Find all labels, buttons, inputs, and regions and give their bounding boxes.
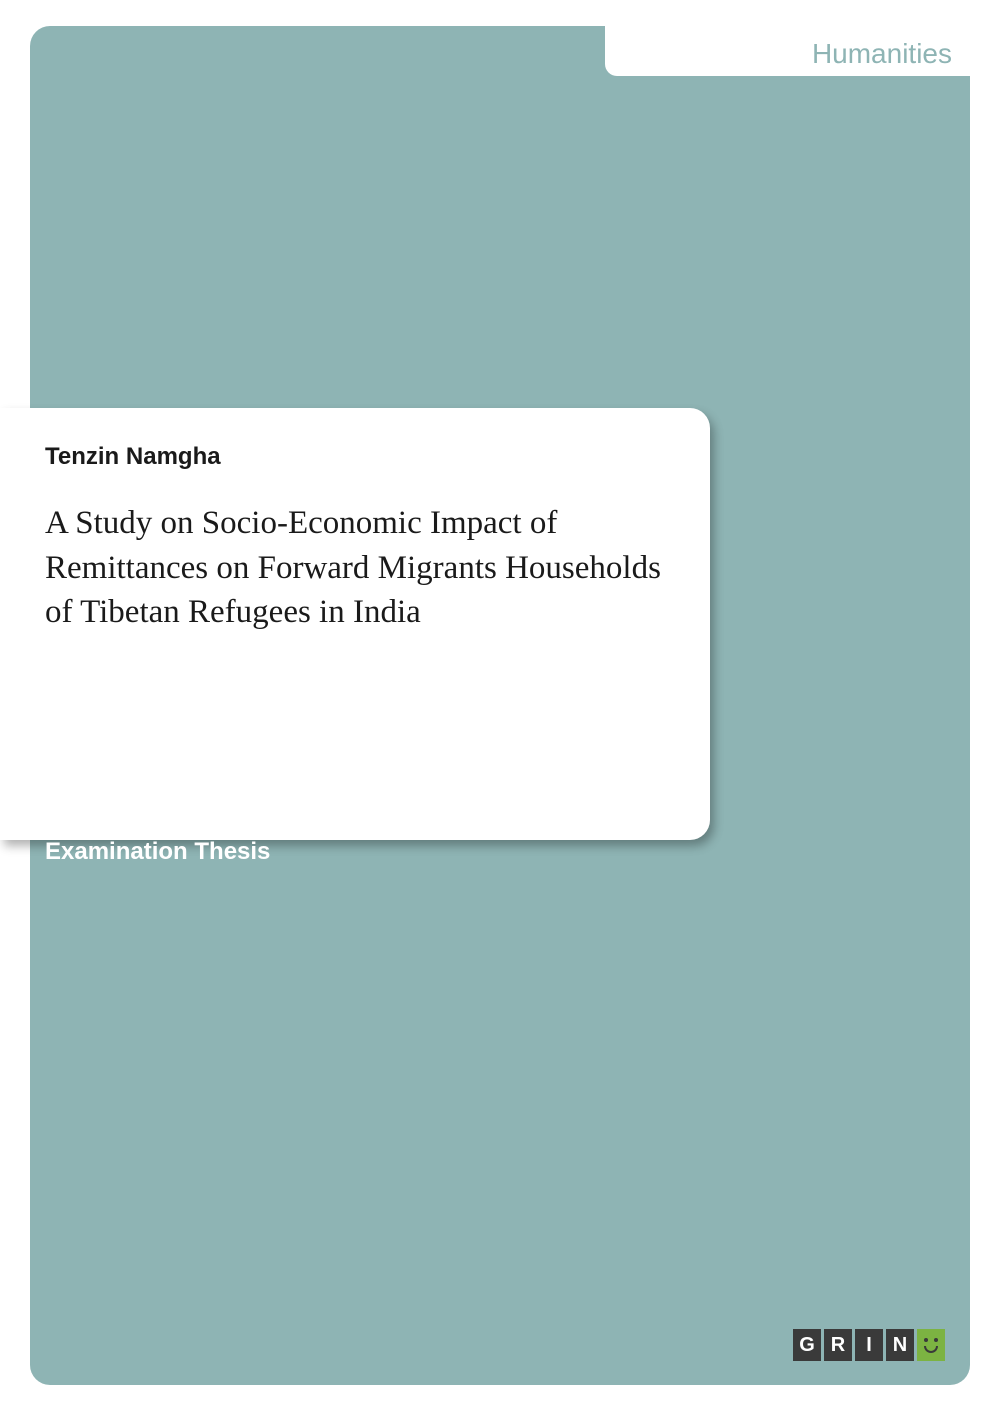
author-name: Tenzin Namgha [45, 443, 665, 471]
title-card: Tenzin Namgha A Study on Socio-Economic … [0, 408, 710, 840]
logo-letter-i: I [855, 1329, 883, 1361]
thesis-type-label: Examination Thesis [45, 838, 270, 866]
logo-letter-r: R [824, 1329, 852, 1361]
logo-smiley-icon [917, 1329, 945, 1361]
logo-letter-g: G [793, 1329, 821, 1361]
logo-letter-n: N [886, 1329, 914, 1361]
grin-logo: G R I N [793, 1329, 945, 1361]
document-title: A Study on Socio-Economic Impact of Remi… [45, 501, 665, 635]
category-label: Humanities [772, 32, 952, 76]
